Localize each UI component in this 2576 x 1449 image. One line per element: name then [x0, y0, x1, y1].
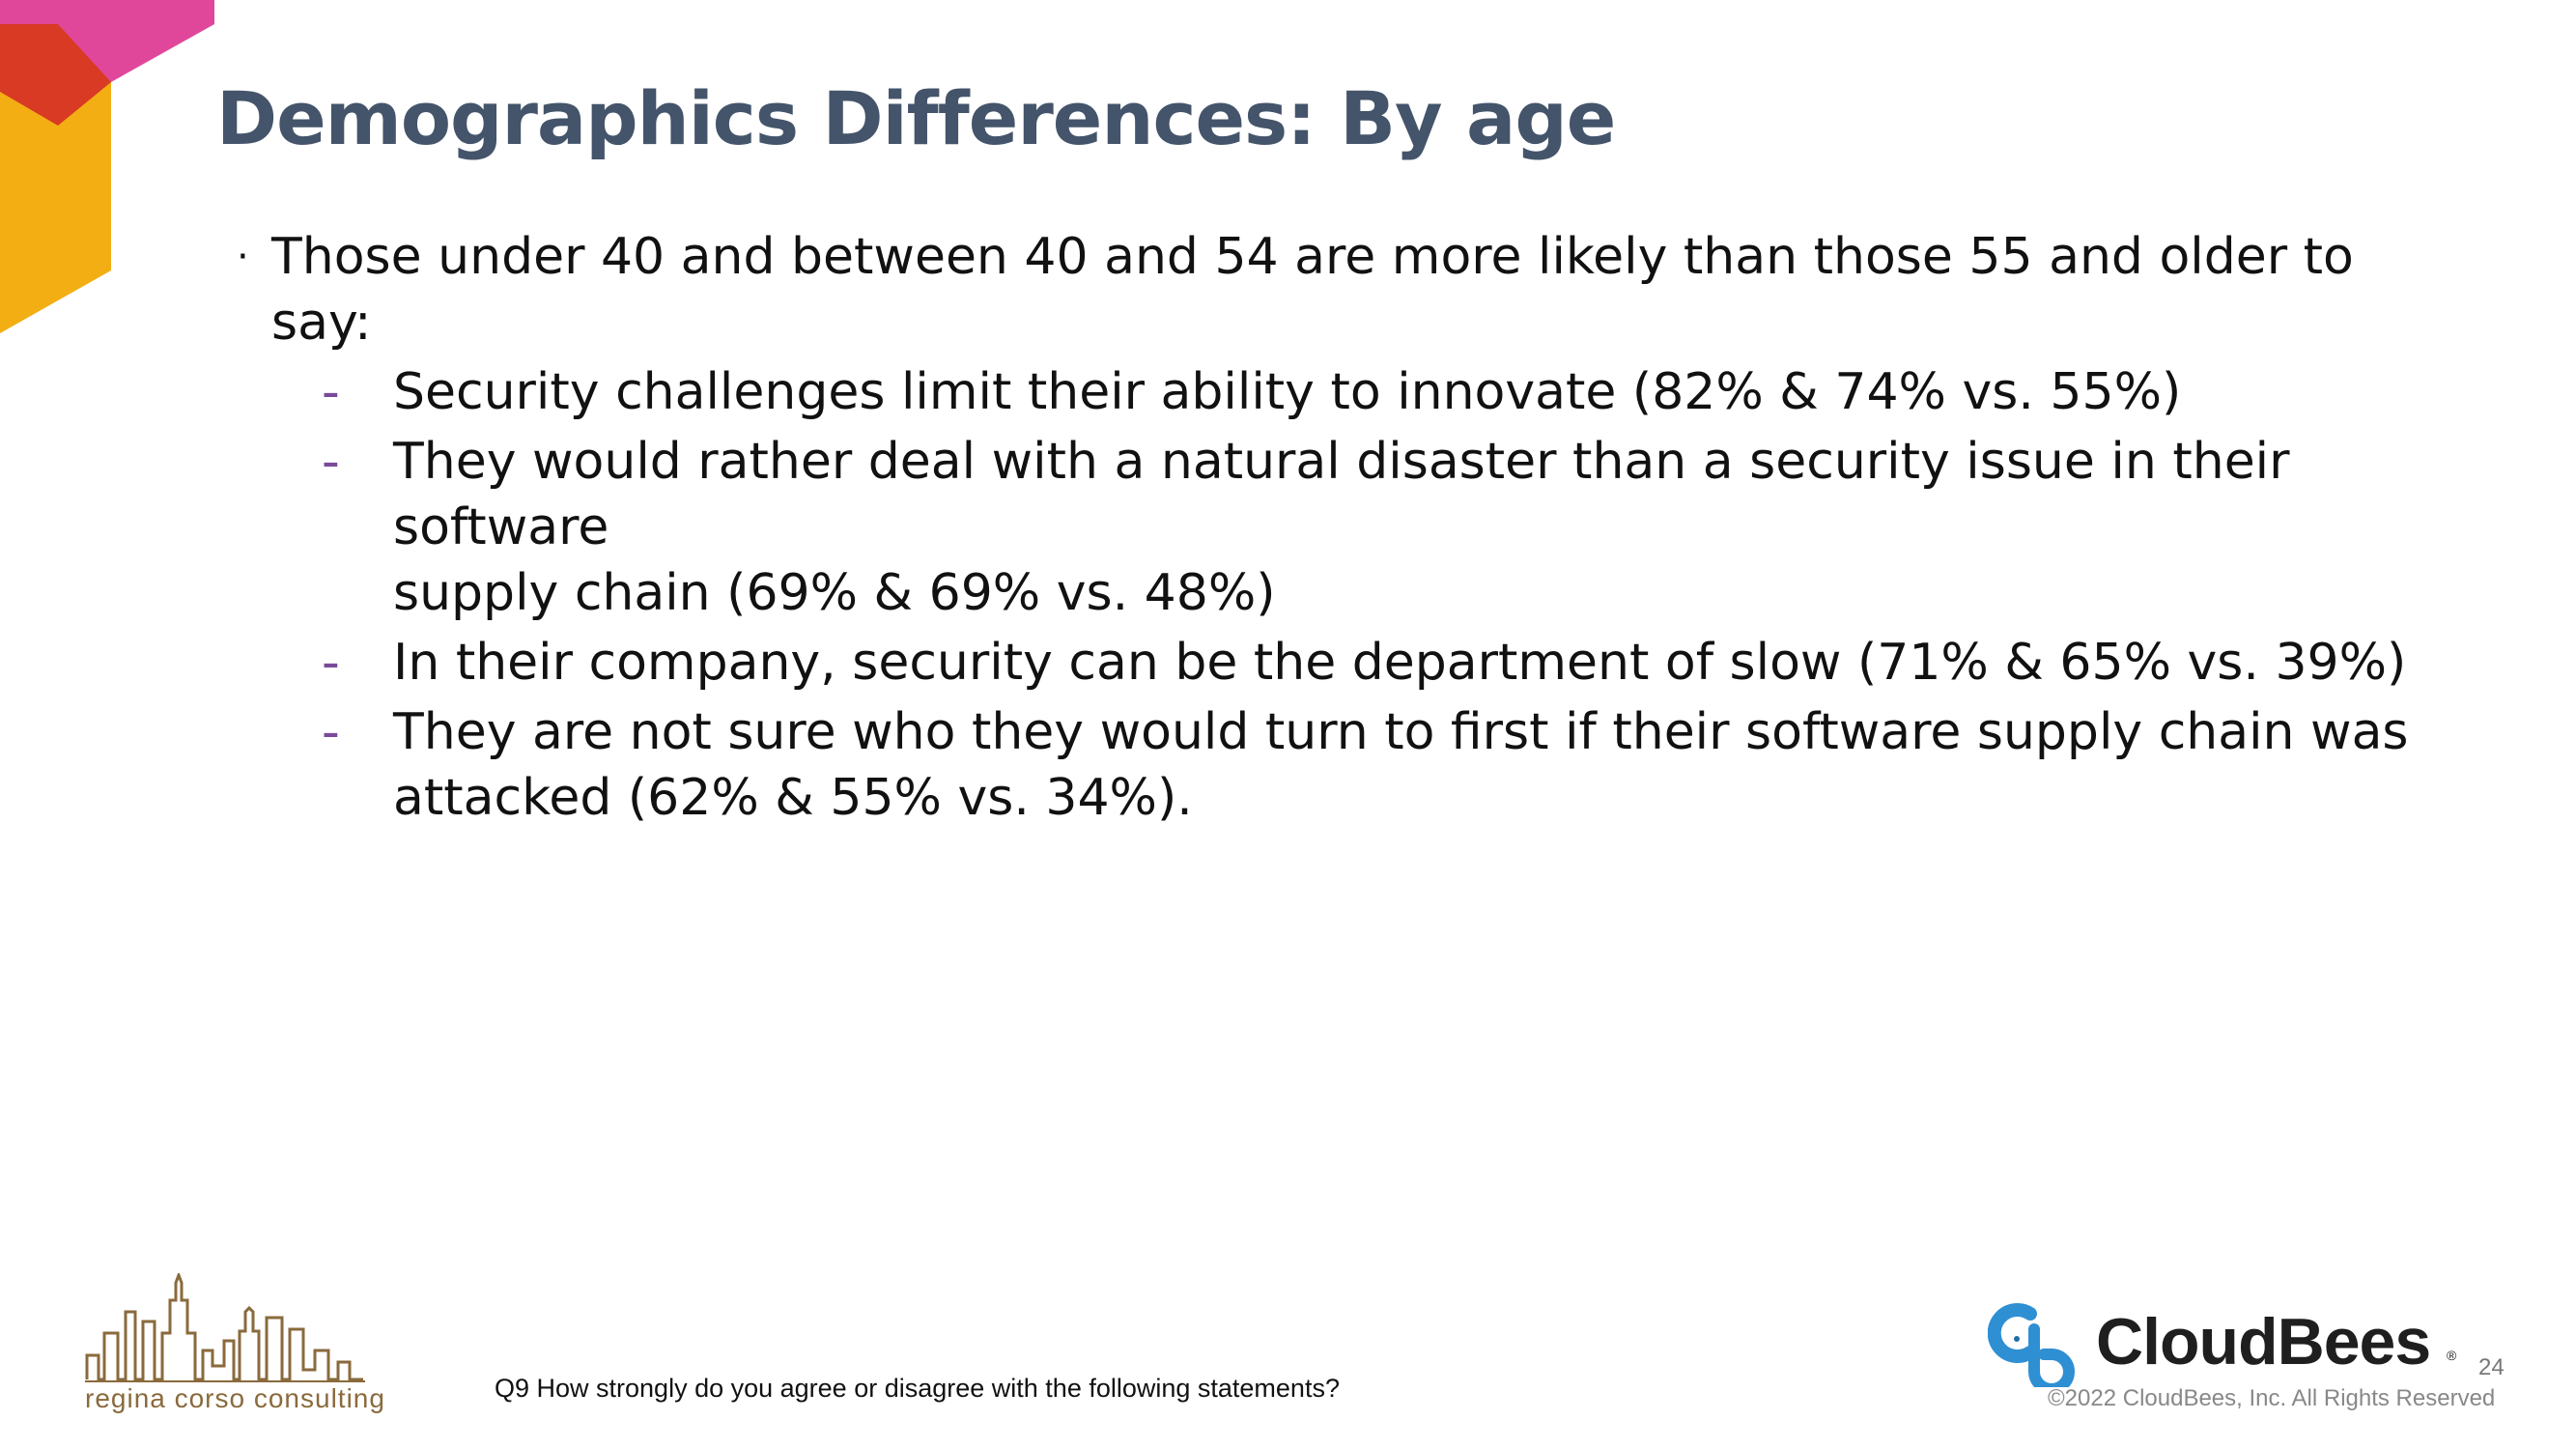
bullet-dash: - — [322, 363, 340, 421]
city-skyline-icon — [85, 1273, 365, 1382]
sub-bullet-3-line-1: In their company, security can be the de… — [393, 634, 2407, 692]
page-number: 24 — [2478, 1354, 2505, 1380]
sub-bullet-list: - Security challenges limit their abilit… — [237, 359, 2458, 831]
bullet-dash: - — [322, 703, 340, 761]
brand-registered-mark: ® — [2447, 1348, 2457, 1363]
bullet-dash: - — [322, 433, 340, 491]
bullet-dash: - — [322, 634, 340, 692]
copyright-notice: ©2022 CloudBees, Inc. All Rights Reserve… — [2048, 1385, 2496, 1411]
body-bullet-list: · Those under 40 and between 40 and 54 a… — [237, 224, 2458, 831]
brand-wordmark: CloudBees — [2096, 1305, 2431, 1378]
sub-bullet-1: - Security challenges limit their abilit… — [237, 359, 2458, 425]
page-title: Demographics Differences: By age — [216, 75, 1616, 161]
cloudbees-logo-icon — [1988, 1303, 2075, 1387]
main-bullet-text: Those under 40 and between 40 and 54 are… — [271, 228, 2354, 352]
consultant-name: regina corso consulting — [85, 1383, 385, 1413]
question-footnote: Q9 How strongly do you agree or disagree… — [495, 1374, 1340, 1403]
main-bullet: · Those under 40 and between 40 and 54 a… — [237, 224, 2458, 355]
corner-hexagon-decoration — [0, 0, 214, 333]
sub-bullet-4: - They are not sure who they would turn … — [237, 699, 2458, 831]
sub-bullet-2: - They would rather deal with a natural … — [237, 429, 2458, 626]
bullet-dot: · — [237, 235, 249, 279]
sub-bullet-2-line-2: supply chain (69% & 69% vs. 48%) — [393, 564, 1276, 622]
sub-bullet-1-line-1: Security challenges limit their ability … — [393, 363, 2182, 421]
sub-bullet-2-line-1: They would rather deal with a natural di… — [393, 433, 2290, 556]
sub-bullet-4-line-1: They are not sure who they would turn to… — [393, 703, 2409, 761]
sub-bullet-3: - In their company, security can be the … — [237, 630, 2458, 696]
sub-bullet-4-line-2: attacked (62% & 55% vs. 34%). — [393, 769, 1193, 827]
